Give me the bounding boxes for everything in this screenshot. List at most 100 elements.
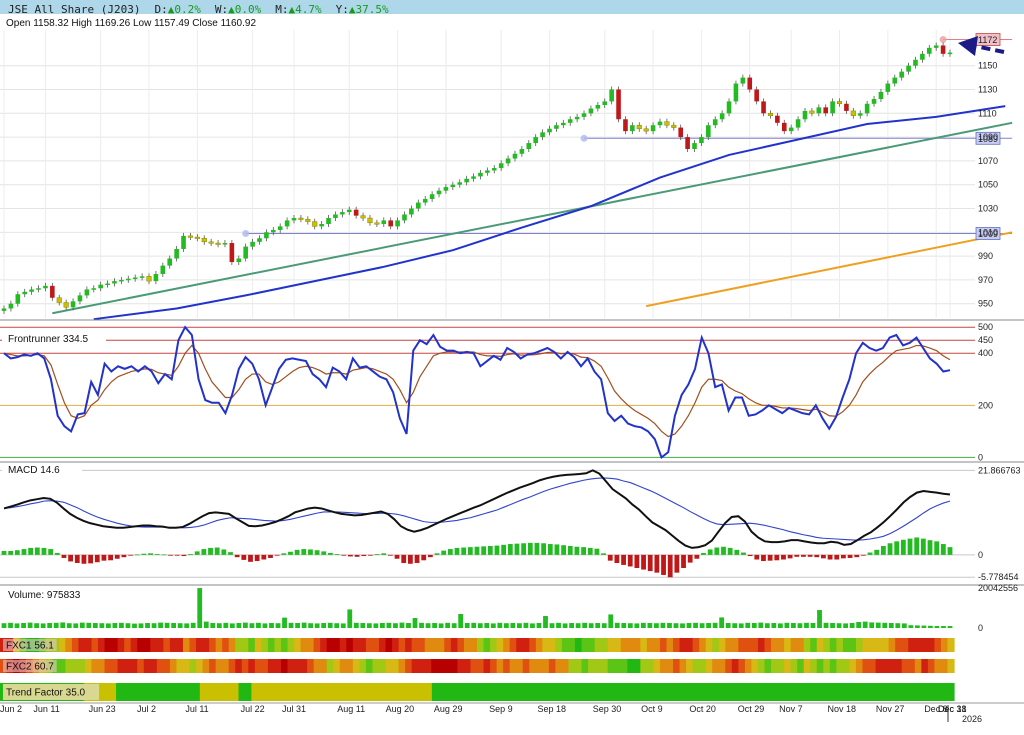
candle[interactable] [871,99,877,104]
candle[interactable] [346,209,352,213]
candle[interactable] [719,113,725,120]
candle[interactable] [250,241,255,247]
candle[interactable] [132,277,138,280]
candle[interactable] [319,223,324,227]
candle[interactable] [913,59,918,66]
candle[interactable] [450,184,456,188]
macd-panel[interactable]: -5.778454 0 21.866763 [0,461,1024,582]
candle[interactable] [91,288,97,290]
candle[interactable] [277,226,283,230]
candle[interactable] [678,127,684,138]
candle[interactable] [602,101,608,105]
candle[interactable] [630,125,635,132]
candle[interactable] [519,149,525,154]
candle[interactable] [788,127,794,132]
candle[interactable] [926,47,932,54]
candle[interactable] [581,113,587,117]
candle[interactable] [712,119,718,126]
candle[interactable] [726,101,732,114]
candle[interactable] [360,215,366,219]
candle[interactable] [464,178,469,183]
candle[interactable] [588,108,594,114]
candle[interactable] [823,107,829,114]
candle[interactable] [257,238,262,242]
candle[interactable] [850,110,856,116]
candle[interactable] [194,236,200,239]
candle[interactable] [609,89,614,102]
candle[interactable] [567,119,573,123]
candle[interactable] [623,119,628,132]
candle[interactable] [374,222,380,225]
candle[interactable] [367,217,373,224]
candle[interactable] [1,308,7,311]
candle[interactable] [478,172,483,177]
candle[interactable] [222,243,228,245]
candle[interactable] [333,214,338,219]
candle[interactable] [270,229,276,233]
candle[interactable] [125,278,131,281]
candle[interactable] [70,301,76,308]
candle[interactable] [574,116,580,120]
candle[interactable] [892,77,898,84]
candle[interactable] [312,221,318,227]
candle[interactable] [409,208,414,215]
candle[interactable] [526,143,532,150]
candle[interactable] [326,218,331,224]
candle[interactable] [105,283,110,285]
candle[interactable] [436,190,442,195]
candle[interactable] [554,125,559,129]
candle[interactable] [160,265,166,274]
candle[interactable] [561,122,566,126]
candle[interactable] [36,288,41,290]
candle[interactable] [63,302,69,308]
candle[interactable] [747,77,753,90]
heatmap-strips[interactable]: FXC1 56.1 FXC2 60.7 Trend Factor 35.0 [0,638,955,701]
candle[interactable] [77,295,83,302]
candle[interactable] [540,132,545,138]
candle[interactable] [650,125,656,132]
candle[interactable] [50,285,55,298]
candle[interactable] [340,212,345,215]
candle[interactable] [112,281,117,284]
candle[interactable] [471,176,476,179]
candle[interactable] [830,101,835,114]
candle[interactable] [443,187,449,191]
candle[interactable] [153,273,159,282]
candle[interactable] [775,115,780,123]
candle[interactable] [429,194,435,199]
frontrunner-panel[interactable]: 0 200 400 450 500 [0,319,1024,462]
candle[interactable] [146,276,152,282]
candle[interactable] [706,125,711,138]
candle[interactable] [381,220,387,224]
candle[interactable] [857,113,863,116]
candle[interactable] [98,284,103,289]
candle[interactable] [29,289,34,292]
candle[interactable] [809,110,815,114]
candle[interactable] [692,143,697,150]
candle[interactable] [795,119,801,128]
candle[interactable] [201,238,207,243]
candle[interactable] [388,220,393,227]
candle[interactable] [215,242,221,245]
candle[interactable] [836,101,843,105]
candlesticks[interactable] [1,42,953,314]
candle[interactable] [671,124,677,128]
candle[interactable] [15,294,21,304]
candle[interactable] [933,45,939,48]
candle[interactable] [284,220,290,227]
candle[interactable] [485,170,490,173]
candle[interactable] [291,218,297,221]
candle[interactable] [885,83,891,92]
candle[interactable] [243,246,248,259]
candle[interactable] [229,243,235,263]
candle[interactable] [56,297,62,303]
candle[interactable] [595,104,601,109]
candle[interactable] [305,218,311,222]
candle[interactable] [22,291,28,295]
candle[interactable] [264,232,269,239]
candle[interactable] [119,279,124,282]
candle[interactable] [761,101,766,114]
candle[interactable] [733,83,739,102]
candle[interactable] [802,110,808,120]
candle[interactable] [491,168,497,171]
